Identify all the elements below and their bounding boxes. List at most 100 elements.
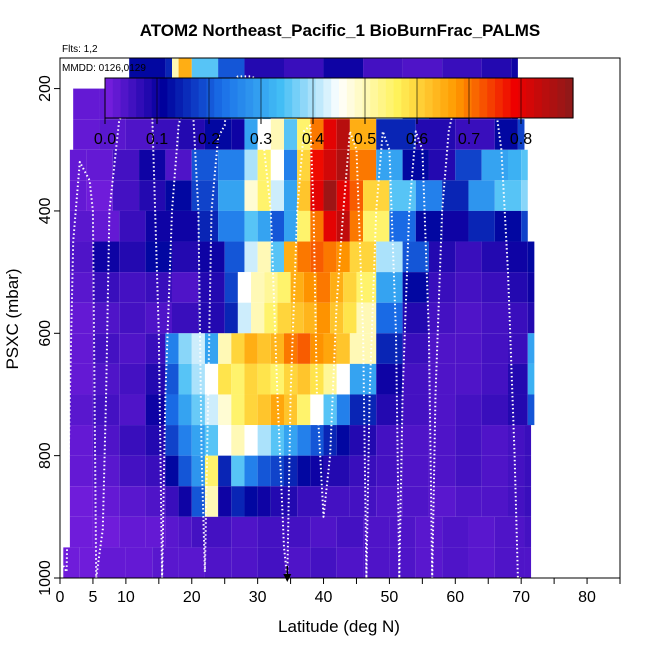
y-axis: 200 400 600 800 1000 xyxy=(37,75,60,596)
colorbar-segment xyxy=(526,78,535,118)
colorbar-segment xyxy=(151,78,161,118)
colorbar-segment xyxy=(487,78,496,118)
heatmap-cell xyxy=(468,516,495,548)
colorbar-segment xyxy=(214,78,223,118)
heatmap-cell xyxy=(178,394,192,426)
heatmap-cell xyxy=(270,455,284,487)
heatmap-cell xyxy=(99,547,126,578)
heatmap-cell xyxy=(349,425,377,456)
heatmap-cell xyxy=(92,455,120,487)
heatmap-cell xyxy=(284,119,298,150)
heatmap-cell xyxy=(112,149,140,181)
heatmap-cell xyxy=(336,547,364,578)
heatmap-cell xyxy=(455,425,482,456)
heatmap-cell xyxy=(376,363,403,395)
heatmap-cell xyxy=(524,425,532,456)
heatmap-cell xyxy=(69,425,93,456)
heatmap-cell xyxy=(363,180,390,211)
heatmap-cell xyxy=(231,486,245,517)
colorbar-segment xyxy=(385,78,395,118)
heatmap-cell xyxy=(284,425,298,456)
heatmap-cell xyxy=(92,210,120,242)
colorbar-tick-label: 0.0 xyxy=(94,131,116,148)
heatmap-cell xyxy=(455,302,482,334)
colorbar-segment xyxy=(456,78,465,118)
heatmap-cell xyxy=(204,119,232,150)
heatmap-cell xyxy=(69,272,93,303)
heatmap-cell xyxy=(389,210,416,242)
heatmap-cell xyxy=(376,425,403,456)
colorbar-segment xyxy=(136,78,145,118)
heatmap-cell xyxy=(481,455,508,487)
colorbar-tick-label: 0.3 xyxy=(250,131,272,148)
heatmap-cell xyxy=(224,272,238,303)
heatmap-cell xyxy=(191,180,219,211)
heatmap-cell xyxy=(145,486,166,517)
heatmap-cell xyxy=(330,272,344,303)
heatmap-cell xyxy=(172,272,199,303)
heatmap-cell xyxy=(336,210,350,242)
colorbar-segment xyxy=(300,78,309,118)
heatmap-cell xyxy=(336,425,350,456)
colorbar-tick-label: 0.4 xyxy=(302,131,324,148)
heatmap-cell xyxy=(69,516,93,548)
heatmap-cell xyxy=(257,486,271,517)
heatmap-cell xyxy=(415,180,443,211)
heatmap-cell xyxy=(455,333,482,364)
colorbar-segment xyxy=(502,78,512,118)
heatmap-cell xyxy=(99,119,126,150)
y-tick-label: 1000 xyxy=(37,560,54,596)
heatmap-cell xyxy=(257,363,271,395)
colorbar-segment xyxy=(479,78,488,118)
heatmap-cell xyxy=(165,180,192,211)
heatmap-cell xyxy=(165,425,179,456)
heatmap-cell xyxy=(92,272,120,303)
colorbar-segment xyxy=(471,78,480,118)
heatmap-cell xyxy=(508,302,528,334)
heatmap-cell xyxy=(323,149,337,181)
heatmap-cell xyxy=(428,394,456,426)
colorbar-tick-label: 0.5 xyxy=(354,131,376,148)
heatmap-cell xyxy=(69,241,93,273)
heatmap-cell xyxy=(172,58,179,89)
heatmap-cell xyxy=(218,180,245,211)
heatmap-cell xyxy=(336,516,364,548)
heatmap-cell xyxy=(204,333,219,364)
heatmap-cell xyxy=(402,486,429,517)
heatmap-cell xyxy=(204,486,219,517)
heatmap-cell xyxy=(415,547,443,578)
heatmap-cell xyxy=(455,394,482,426)
colorbar-segment xyxy=(268,78,278,118)
colorbar-segment xyxy=(276,78,285,118)
heatmap-cell xyxy=(69,302,93,334)
colorbar-tick-label: 0.2 xyxy=(198,131,220,148)
x-tick-label: 70 xyxy=(512,589,530,606)
heatmap-cell xyxy=(145,425,166,456)
heatmap-cell xyxy=(455,119,495,150)
colorbar-segment xyxy=(253,78,262,118)
heatmap-cell xyxy=(428,363,456,395)
heatmap-cell xyxy=(455,149,482,181)
heatmap-cell xyxy=(442,547,469,578)
heatmap-cell xyxy=(270,425,284,456)
heatmap-cell xyxy=(218,394,232,426)
heatmap-cell xyxy=(297,210,311,242)
heatmap-cell xyxy=(69,180,87,211)
heatmap-cell xyxy=(310,149,324,181)
heatmap-cell xyxy=(218,149,245,181)
heatmap-cell xyxy=(257,516,284,548)
heatmap-cell xyxy=(231,547,258,578)
heatmap-cell xyxy=(349,486,377,517)
colorbar-segment xyxy=(557,78,566,118)
heatmap-cell xyxy=(224,302,238,334)
heatmap-cell xyxy=(428,486,456,517)
heatmap-cell xyxy=(69,486,93,517)
heatmap-cell xyxy=(191,394,205,426)
colorbar-segment xyxy=(307,78,317,118)
heatmap-cell xyxy=(139,180,166,211)
heatmap-cell xyxy=(218,486,232,517)
heatmap-cell xyxy=(389,516,416,548)
heatmap-cell xyxy=(428,333,456,364)
heatmap-cell xyxy=(237,302,252,334)
